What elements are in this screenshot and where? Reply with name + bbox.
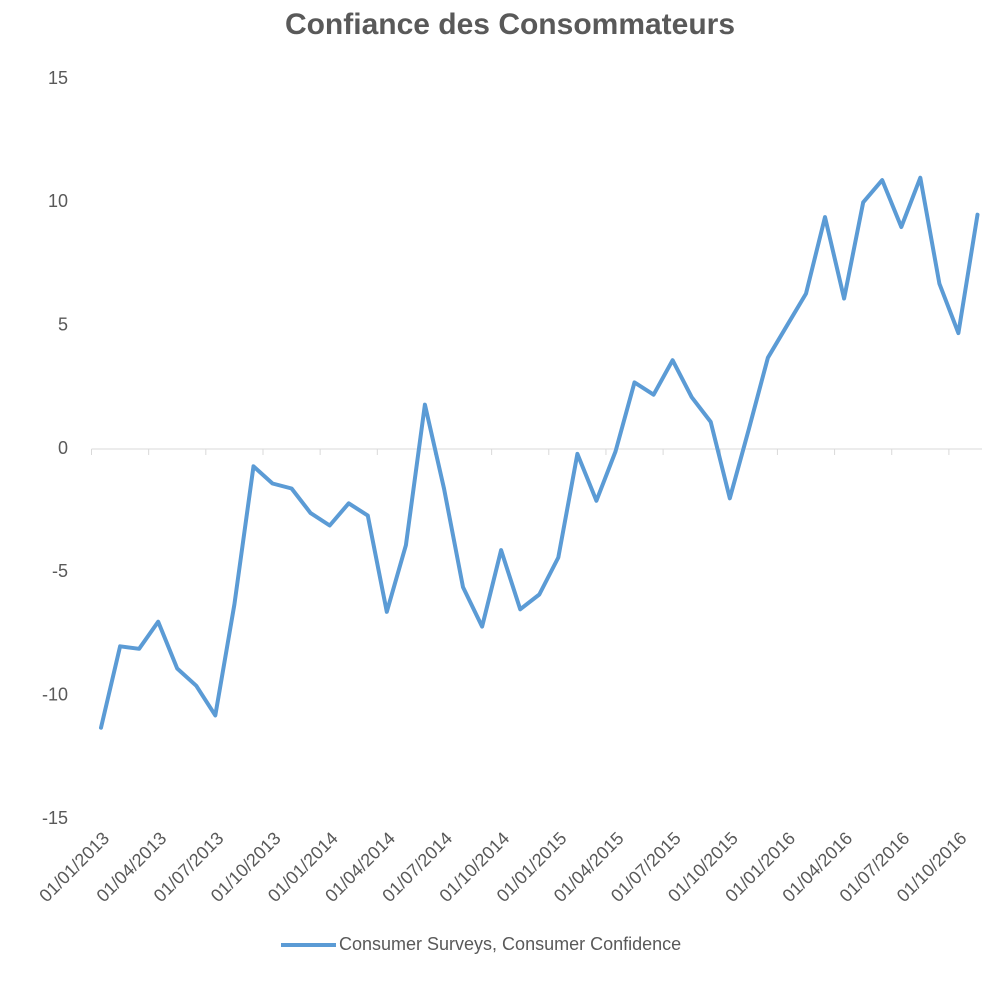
legend-label: Consumer Surveys, Consumer Confidence — [339, 934, 681, 954]
y-tick-label: 10 — [48, 191, 68, 211]
y-tick-label: -5 — [52, 561, 68, 581]
data-line — [99, 175, 980, 730]
y-tick-label: 15 — [48, 68, 68, 88]
y-tick-label: -10 — [42, 684, 68, 704]
y-tick-label: -15 — [42, 808, 68, 828]
y-tick-label: 0 — [58, 438, 68, 458]
chart-title: Confiance des Consommateurs — [285, 8, 735, 41]
y-tick-label: 5 — [58, 314, 68, 334]
